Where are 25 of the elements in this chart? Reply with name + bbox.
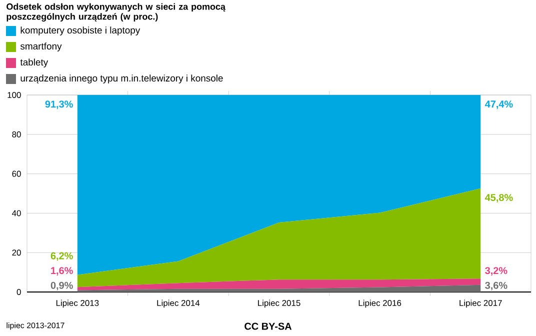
y-tick-label: 80 <box>12 131 21 138</box>
x-tick-label: Lipiec 2017 <box>460 300 502 308</box>
x-tick-label: Lipiec 2016 <box>358 300 402 308</box>
y-tick-label: 0 <box>16 289 21 295</box>
legend-label: tablety <box>20 58 48 68</box>
data-label: 1,6% <box>51 267 73 276</box>
data-label: 45,8% <box>484 194 513 202</box>
legend-label: urządzenia innego typu m.in.telewizory i konsole <box>20 74 223 84</box>
data-label: 6,2% <box>50 252 73 261</box>
data-label: 47,4% <box>484 100 513 110</box>
x-tick-label: Lipiec 2015 <box>258 300 300 308</box>
data-label: 3,2% <box>485 267 508 276</box>
data-label: 3,6% <box>485 282 508 290</box>
text: CC BY-SA <box>244 322 292 330</box>
chart-title: Odsetek odsłon wykonywanych w sieci za pomocą poszczególnych urządzeń (w proc.) <box>6 3 226 22</box>
x-tick-label: Lipiec 2014 <box>157 300 200 308</box>
legend-label: komputery osobiste i laptopy <box>20 26 140 36</box>
y-tick-label: 20 <box>12 250 21 256</box>
y-tick-label: 100 <box>8 92 21 98</box>
data-label: 91,3% <box>45 100 73 110</box>
x-tick-label: Lipiec 2013 <box>56 300 99 308</box>
y-tick-label: 60 <box>12 170 21 177</box>
y-tick-label: 40 <box>12 210 21 216</box>
legend-label: smartfony <box>20 42 62 52</box>
data-label: 0,9% <box>50 282 73 290</box>
